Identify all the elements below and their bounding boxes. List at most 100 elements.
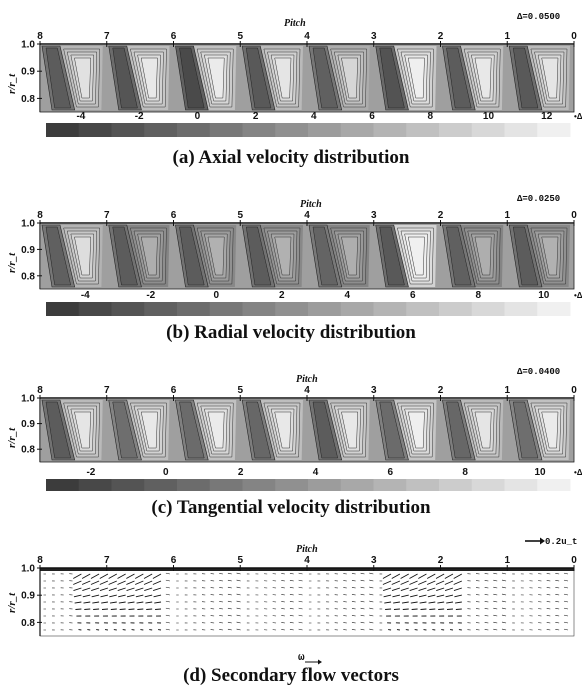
- flow-vector: [73, 573, 82, 579]
- contour-line: [74, 57, 91, 99]
- pitch-tick-label: 3: [371, 31, 377, 42]
- y-tick-label: 0.8: [21, 94, 35, 105]
- flow-vector: [351, 629, 356, 631]
- flow-vector: [409, 573, 418, 579]
- flow-vector: [227, 614, 232, 617]
- pitch-tick-label: 1: [504, 555, 510, 566]
- wake-contour: [512, 226, 539, 286]
- pitch-tick-label: 4: [304, 210, 310, 221]
- flow-vector: [360, 572, 365, 575]
- contour-line: [541, 411, 559, 449]
- colorbar-label: 10: [538, 290, 550, 301]
- pitch-tick-label: 7: [104, 385, 110, 396]
- flow-vector: [484, 608, 489, 610]
- pitch-tick-label: 8: [37, 555, 43, 566]
- pitch-tick-label: 4: [304, 31, 310, 42]
- colorbar-swatch: [177, 302, 211, 316]
- colorbar-swatch: [275, 123, 309, 137]
- caption-tangential: (c) Tangential velocity distribution: [151, 497, 431, 518]
- flow-vector: [91, 587, 100, 592]
- colorbar-swatch: [471, 302, 505, 316]
- flow-vector: [281, 608, 285, 610]
- contour-interval: Δ=0.0250: [517, 194, 561, 204]
- flow-vector: [400, 587, 409, 592]
- flow-vector: [453, 587, 462, 592]
- flow-vector: [351, 601, 356, 603]
- flow-vector: [555, 615, 560, 617]
- pitch-tick-label: 6: [171, 385, 177, 396]
- colorbar-swatch: [537, 479, 571, 491]
- y-tick-label: 0.8: [21, 445, 35, 456]
- flow-vector: [446, 601, 454, 604]
- flow-vector: [493, 579, 498, 582]
- colorbar-swatch: [504, 302, 538, 316]
- contour-line: [140, 57, 158, 99]
- flow-vector: [236, 621, 241, 624]
- pitch-tick-label: 7: [104, 210, 110, 221]
- flow-vector: [351, 608, 356, 610]
- flow-vector: [83, 601, 91, 604]
- flow-vector: [546, 629, 551, 631]
- flow-vector: [563, 593, 569, 596]
- wake-contour: [446, 226, 472, 286]
- colorbar-label: 2: [253, 111, 259, 122]
- wake-contour: [179, 401, 205, 459]
- flow-vector: [281, 615, 285, 617]
- wake-contour: [512, 47, 539, 109]
- flow-vector: [437, 601, 445, 604]
- flow-vector: [152, 573, 162, 579]
- colorbar-swatch: [439, 302, 473, 316]
- flow-vector: [289, 615, 294, 617]
- pitch-tick-label: 4: [304, 385, 310, 396]
- y-axis-label: r/r_t: [6, 73, 18, 94]
- contour-line: [207, 411, 225, 449]
- contour-line: [74, 236, 91, 276]
- y-tick-label: 0.8: [21, 618, 35, 629]
- flow-vector: [298, 586, 303, 589]
- tangential-contour-plot: 8 7 6 5 4 3 2 1 01.00.90.8-2 0 2 4 6 8 10 •Δ: [21, 385, 582, 491]
- flow-vector: [144, 587, 153, 592]
- flow-vector: [227, 628, 232, 631]
- flow-vector: [360, 593, 365, 596]
- flow-vector: [99, 580, 109, 585]
- colorbar-label: 6: [388, 467, 394, 478]
- colorbar-swatch: [242, 302, 276, 316]
- colorbar-label: 0: [195, 111, 201, 122]
- flow-vector: [351, 580, 356, 582]
- colorbar-swatch: [144, 123, 178, 137]
- flow-vector: [411, 608, 418, 610]
- flow-vector: [484, 573, 489, 575]
- flow-vector: [227, 607, 232, 610]
- flow-vector: [555, 622, 560, 624]
- flow-vector: [109, 601, 117, 604]
- y-tick-label: 0.9: [21, 67, 35, 78]
- colorbar-swatch: [46, 123, 80, 137]
- flow-vector: [134, 573, 144, 579]
- flow-vector: [383, 587, 392, 592]
- flow-vector: [100, 594, 109, 598]
- flow-vector: [369, 593, 374, 596]
- flow-vector: [281, 629, 285, 631]
- flow-vector: [546, 573, 551, 575]
- pitch-axis-label: Pitch: [296, 374, 318, 385]
- flow-vector: [438, 608, 445, 610]
- flow-vector: [393, 601, 400, 604]
- flow-vector: [454, 601, 462, 604]
- flow-vector: [227, 579, 232, 582]
- flow-vector: [289, 573, 294, 575]
- flow-vector: [281, 622, 285, 624]
- flow-vector: [128, 608, 135, 610]
- axial-contour-plot: 8 7 6 5 4 3 2 1 01.00.90.8-4 -2 0 2 4 6 8 10 12 •Δ: [21, 31, 582, 137]
- flow-vector: [427, 587, 436, 592]
- flow-vector: [555, 594, 560, 596]
- flow-vector: [289, 608, 294, 610]
- contour-line: [541, 57, 559, 99]
- flow-vector: [73, 594, 82, 598]
- contour-line: [274, 236, 292, 276]
- pitch-tick-label: 5: [237, 210, 243, 221]
- colorbar-end-symbol: •Δ: [574, 112, 582, 121]
- flow-vector: [546, 615, 551, 617]
- flow-vector: [145, 601, 153, 604]
- flow-vector: [219, 629, 223, 631]
- flow-vector: [165, 593, 170, 596]
